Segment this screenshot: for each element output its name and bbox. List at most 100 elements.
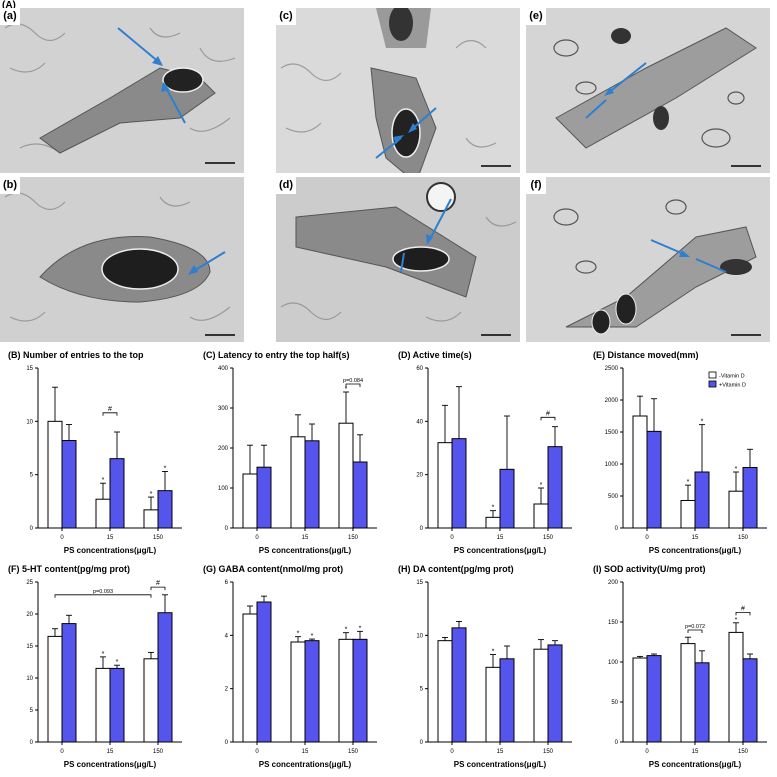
bar: [47, 635, 63, 743]
micrograph-label: (c): [276, 8, 296, 25]
comparison-label: p=0.072: [685, 624, 705, 630]
x-tick-label: 150: [543, 749, 554, 755]
x-tick-label: 0: [60, 535, 64, 541]
micrograph-label: (f): [526, 177, 546, 194]
bar: [109, 667, 125, 743]
legend-label: -Vitamin D: [719, 374, 745, 380]
chart-svg: (E) Distance moved(mm)050010001500200025…: [593, 350, 767, 555]
chart-title: (F) 5-HT content(pg/mg prot): [8, 564, 130, 574]
x-tick-label: 0: [255, 749, 259, 755]
bar: [547, 446, 563, 529]
significance-mark: *: [735, 466, 738, 473]
y-tick-label: 4: [225, 633, 229, 639]
y-tick-label: 0: [30, 526, 34, 532]
x-axis-label: PS concentrations(μg/L): [454, 760, 547, 769]
bar: [47, 420, 63, 529]
bar: [680, 499, 696, 529]
y-tick-label: 100: [608, 660, 619, 666]
x-tick-label: 0: [450, 749, 454, 755]
bar: [61, 623, 77, 743]
y-tick-label: 5: [30, 473, 34, 479]
significance-mark: *: [540, 482, 543, 489]
bar: [451, 438, 467, 529]
x-tick-label: 0: [450, 535, 454, 541]
significance-mark: *: [345, 627, 348, 634]
y-tick-label: 0: [615, 526, 619, 532]
chart-svg: (F) 5-HT content(pg/mg prot) 0 5 10 15 20 25 0 1…: [8, 564, 182, 769]
x-tick-label: 15: [497, 749, 504, 755]
y-tick-label: 200: [218, 446, 229, 452]
y-tick-label: 1000: [605, 462, 619, 468]
y-tick-label: 20: [416, 473, 423, 479]
x-tick-label: 0: [60, 749, 64, 755]
y-tick-label: 1500: [605, 430, 619, 436]
bar: [533, 648, 549, 743]
significance-mark: *: [102, 651, 105, 658]
comparison-label: #: [741, 605, 745, 612]
x-tick-label: 15: [692, 535, 699, 541]
y-tick-label: 40: [416, 419, 423, 425]
bar: [256, 466, 272, 529]
bar: [304, 440, 320, 529]
comparison-bracket: [150, 586, 166, 591]
x-tick-label: 15: [302, 535, 309, 541]
x-tick-label: 15: [107, 749, 114, 755]
bar: [352, 461, 368, 529]
x-tick-label: 150: [348, 535, 359, 541]
bar: [256, 601, 272, 743]
y-tick-label: 0: [615, 740, 619, 746]
x-axis-label: PS concentrations(μg/L): [259, 546, 352, 555]
legend-swatch: [708, 371, 717, 379]
x-tick-label: 150: [153, 535, 164, 541]
micrograph-c: (c): [276, 8, 520, 173]
bar: [95, 498, 111, 529]
bar: [728, 631, 744, 743]
micrograph-f: (f): [526, 177, 770, 342]
x-axis-label: PS concentrations(μg/L): [259, 760, 352, 769]
y-tick-label: 15: [26, 644, 33, 650]
bar: [338, 422, 354, 529]
micrograph-label: (b): [0, 177, 20, 194]
comparison-label: p=0.084: [343, 378, 363, 384]
significance-mark: *: [164, 465, 167, 472]
bar: [547, 644, 563, 743]
y-tick-label: 0: [225, 526, 229, 532]
micrograph-e: (e): [526, 8, 770, 173]
x-tick-label: 150: [543, 535, 554, 541]
x-tick-label: 150: [738, 749, 749, 755]
x-tick-label: 0: [645, 749, 649, 755]
x-axis-label: PS concentrations(μg/L): [649, 546, 742, 555]
y-tick-label: 10: [416, 633, 423, 639]
significance-mark: *: [701, 419, 704, 426]
y-tick-label: 400: [218, 366, 229, 372]
y-tick-label: 10: [26, 419, 33, 425]
bar: [451, 627, 467, 743]
chart-title: (D) Active time(s): [398, 350, 472, 360]
significance-mark: *: [297, 631, 300, 638]
significance-mark: *: [345, 386, 348, 393]
y-tick-label: 25: [26, 580, 33, 586]
bar: [742, 467, 758, 529]
chart-title: (B) Number of entries to the top: [8, 350, 144, 360]
comparison-bracket: [345, 383, 361, 387]
y-tick-label: 2000: [605, 398, 619, 404]
x-tick-label: 0: [255, 535, 259, 541]
y-tick-label: 15: [26, 366, 33, 372]
significance-mark: *: [492, 505, 495, 512]
legend-label: +Vitamin D: [719, 383, 746, 389]
comparison-label: #: [156, 580, 160, 587]
bar: [499, 658, 515, 743]
bar: [694, 471, 710, 529]
bar: [694, 662, 710, 743]
chart-title: (C) Latency to entry the top half(s): [203, 350, 350, 360]
chart-title: (H) DA content(pg/mg prot): [398, 564, 514, 574]
micrograph-label: (a): [0, 8, 20, 25]
micrograph-d: (d): [276, 177, 520, 342]
micrograph-label: (e): [526, 8, 546, 25]
significance-mark: *: [311, 633, 314, 640]
comparison-label: #: [108, 406, 112, 413]
comparison-label: #: [546, 410, 550, 417]
chart-title: (I) SOD activity(U/mg prot): [593, 564, 706, 574]
chart-svg: (D) Active time(s) 0 20 40 60 0 15 150 PS concen…: [398, 350, 572, 555]
